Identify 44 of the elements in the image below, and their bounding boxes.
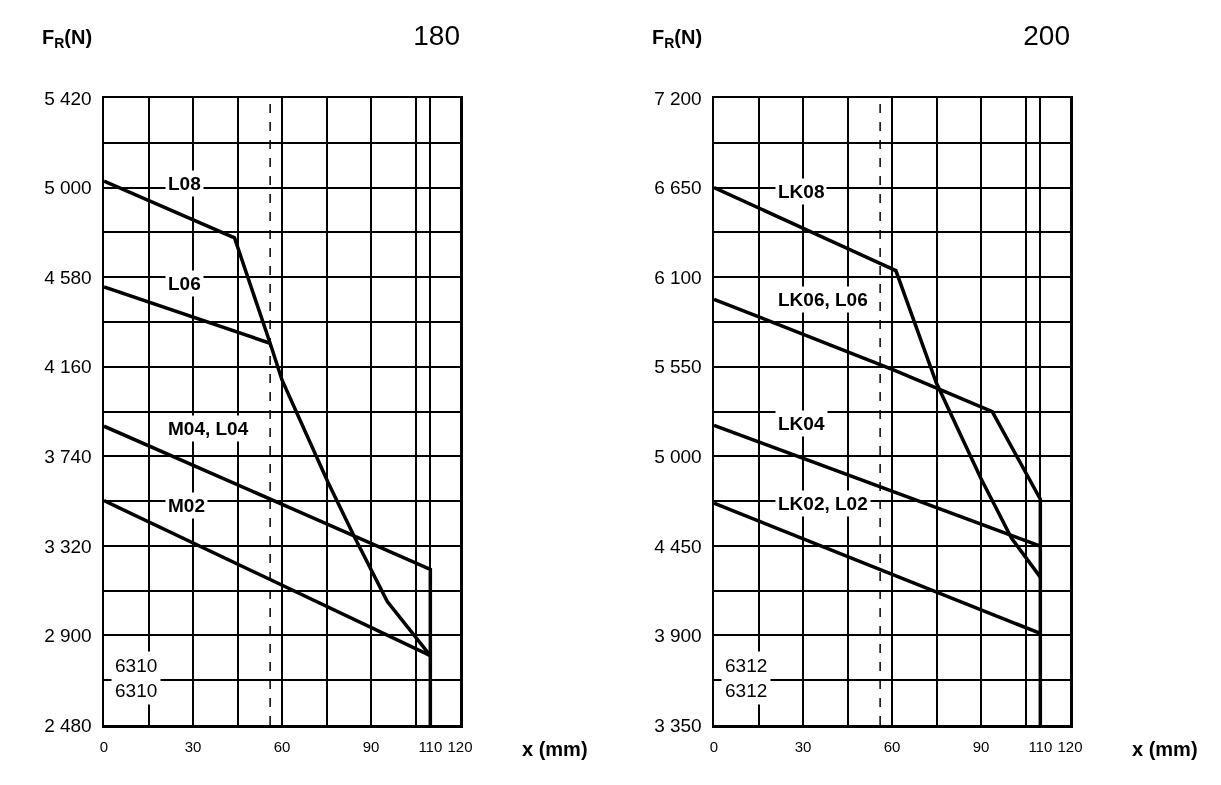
x-tick-label: 110: [418, 737, 443, 755]
annotation: 6310 6310: [115, 655, 158, 701]
chart-title: 200: [1023, 20, 1070, 52]
x-tick-label: 60: [883, 737, 901, 755]
y-axis-title: F$_{R}$(N): [652, 26, 703, 52]
y-tick-label: 4 450: [654, 535, 702, 557]
x-tick-label: 90: [362, 737, 380, 755]
y-tick-label: 5 000: [44, 177, 92, 199]
y-tick-label: 5 000: [654, 445, 702, 467]
x-tick-label: 0: [709, 737, 719, 755]
annotation: 6312 6312: [725, 655, 768, 701]
chart-title: 180: [413, 20, 460, 52]
y-tick-label: 2 480: [44, 714, 92, 736]
y-tick-label: 4 160: [44, 356, 92, 378]
x-tick-label: 120: [447, 737, 473, 755]
x-axis-title: x (mm): [1132, 738, 1198, 760]
series-label: L06: [168, 273, 201, 294]
y-tick-label: 5 420: [44, 87, 92, 109]
y-tick-label: 2 900: [44, 625, 92, 647]
x-tick-label: 60: [273, 737, 291, 755]
y-tick-label: 3 900: [654, 625, 702, 647]
y-tick-label: 4 580: [44, 266, 92, 288]
series-label: M04, L04: [168, 418, 249, 439]
x-tick-label: 30: [184, 737, 202, 755]
series-label: LK08: [778, 181, 825, 202]
y-tick-label: 3 740: [44, 445, 92, 467]
y-tick-label: 5 550: [654, 356, 702, 378]
x-axis-title: x (mm): [522, 738, 588, 760]
y-axis-title: F$_{R}$(N): [42, 26, 93, 52]
series-label: LK04: [778, 413, 825, 434]
y-tick-label: 6 650: [654, 177, 702, 199]
x-tick-label: 110: [1028, 737, 1053, 755]
x-tick-label: 0: [99, 737, 109, 755]
y-tick-label: 7 200: [654, 87, 702, 109]
x-tick-label: 30: [794, 737, 812, 755]
series-label: L08: [168, 173, 201, 194]
x-tick-label: 120: [1057, 737, 1083, 755]
series-label: M02: [168, 495, 205, 516]
y-tick-label: 6 100: [654, 266, 702, 288]
y-tick-label: 3 350: [654, 714, 702, 736]
series-label: LK02, L02: [778, 493, 868, 514]
y-tick-label: 3 320: [44, 535, 92, 557]
series-label: LK06, L06: [778, 289, 868, 310]
x-tick-label: 90: [972, 737, 990, 755]
